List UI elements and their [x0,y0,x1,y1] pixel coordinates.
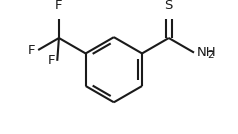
Text: F: F [48,54,55,67]
Text: F: F [55,0,63,12]
Text: NH: NH [197,46,216,59]
Text: 2: 2 [208,50,214,60]
Text: F: F [28,44,36,57]
Text: S: S [165,0,173,12]
